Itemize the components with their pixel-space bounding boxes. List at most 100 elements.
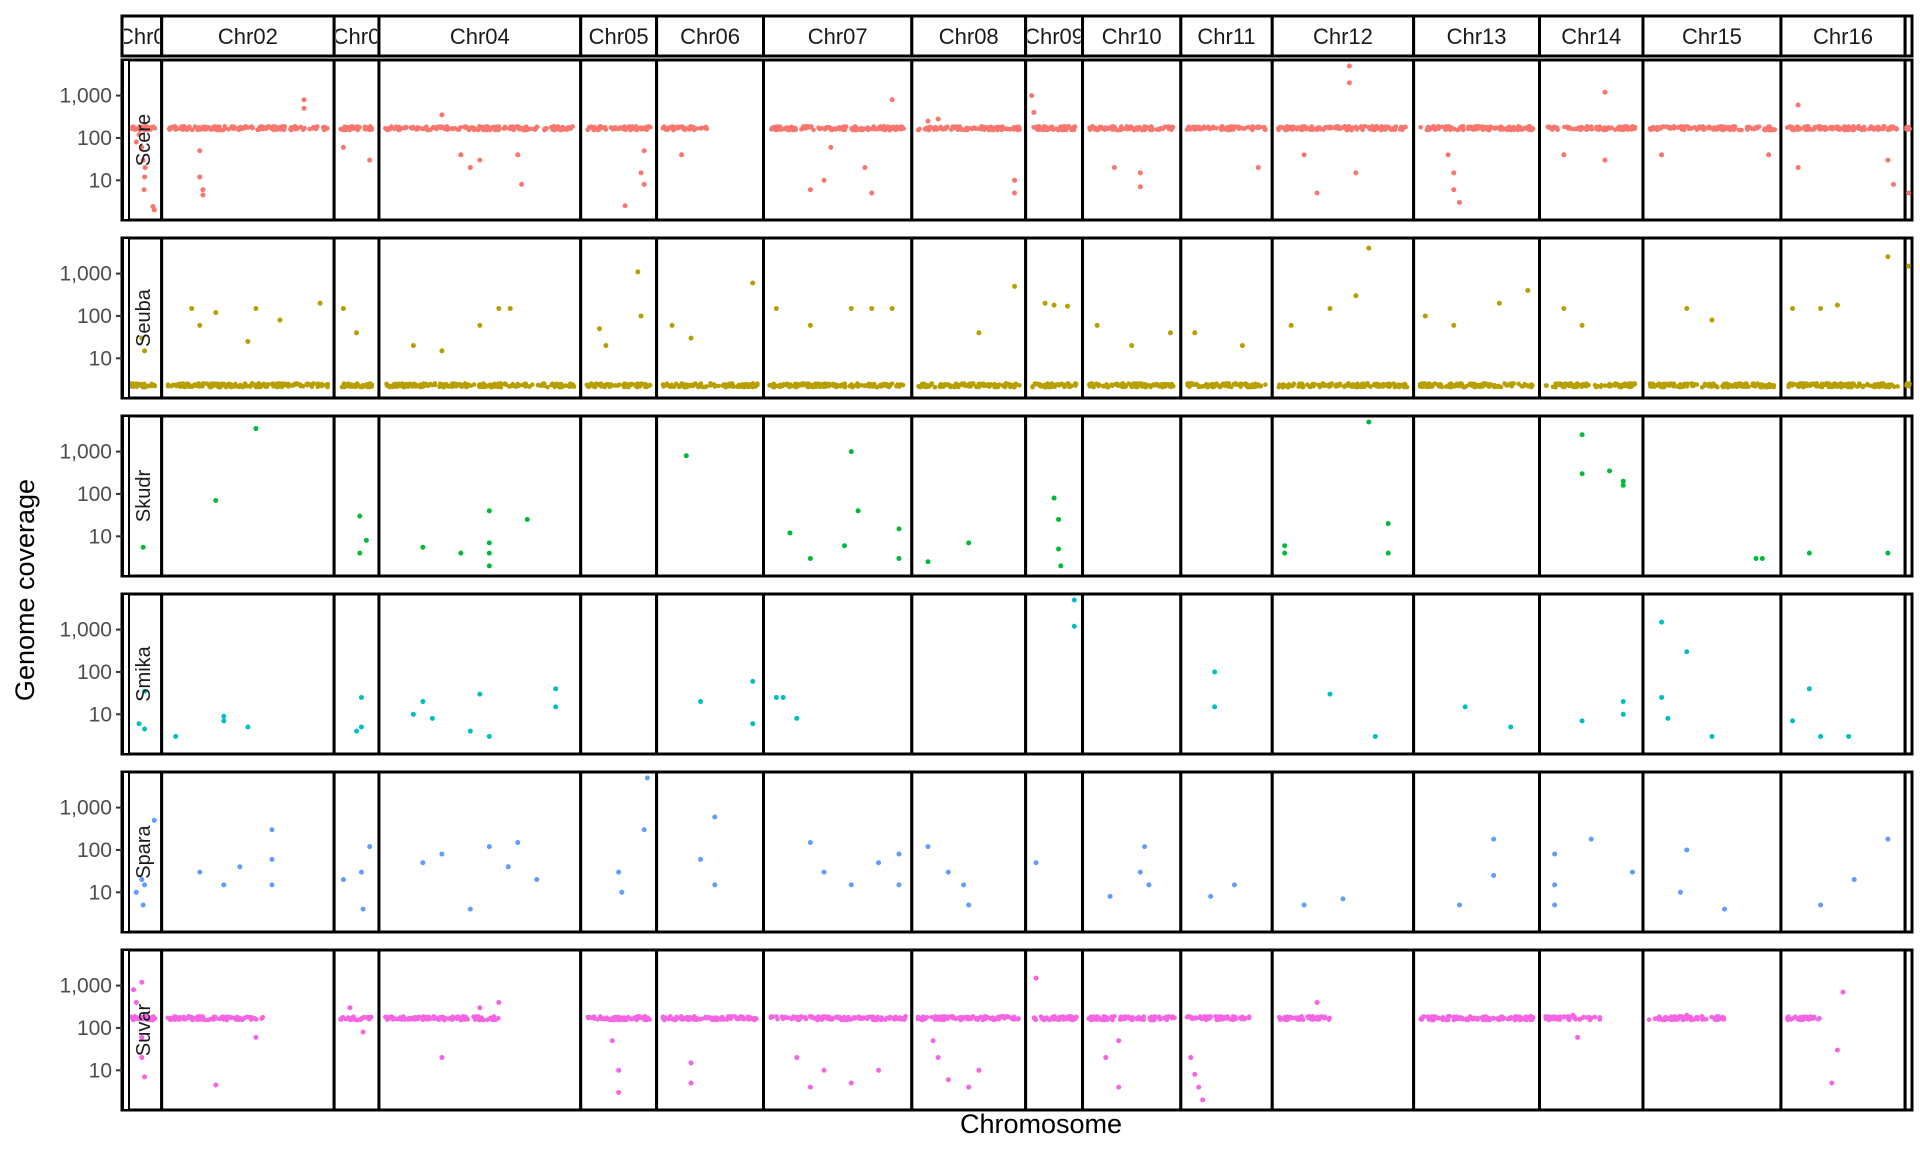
baseline-point — [1528, 1016, 1534, 1022]
baseline-point — [1504, 383, 1509, 388]
baseline-point — [898, 382, 904, 387]
baseline-point — [1418, 383, 1424, 389]
facet-label-scere: Scere — [133, 114, 155, 166]
baseline-point — [167, 127, 173, 132]
baseline-point — [247, 1015, 252, 1020]
data-point — [1033, 975, 1039, 981]
baseline-point — [1430, 1015, 1436, 1020]
baseline-point — [1294, 125, 1299, 130]
baseline-point — [702, 384, 708, 390]
baseline-point — [1224, 126, 1229, 132]
data-point — [1890, 181, 1896, 187]
data-point — [363, 537, 369, 543]
data-point — [1806, 550, 1812, 556]
baseline-point — [260, 125, 265, 131]
baseline-point — [1365, 381, 1370, 387]
baseline-point — [609, 125, 615, 130]
baseline-point — [1002, 1014, 1008, 1019]
baseline-point — [1015, 1016, 1020, 1022]
baseline-point — [134, 383, 139, 388]
baseline-point — [808, 382, 814, 388]
baseline-point — [522, 381, 527, 387]
panel-box — [762, 948, 914, 1112]
data-point — [1508, 724, 1514, 730]
species-panels — [120, 58, 1914, 1112]
data-point — [1885, 550, 1891, 556]
baseline-point — [858, 127, 864, 132]
panel-box — [579, 770, 659, 934]
data-point — [1212, 704, 1218, 710]
data-point — [1385, 550, 1391, 556]
baseline-point — [1472, 383, 1477, 388]
data-point — [140, 157, 146, 163]
baseline-point — [430, 125, 435, 131]
baseline-point — [921, 383, 927, 389]
baseline-point — [1263, 127, 1268, 133]
baseline-point — [1221, 381, 1226, 387]
data-point — [1906, 190, 1912, 196]
baseline-point — [385, 1014, 390, 1020]
data-point — [1885, 157, 1891, 163]
baseline-point — [1586, 382, 1591, 388]
baseline-point — [889, 124, 895, 130]
data-point — [1629, 869, 1635, 875]
data-point — [140, 902, 146, 908]
baseline-point — [1543, 383, 1549, 388]
baseline-point — [1786, 382, 1791, 388]
data-point — [712, 814, 718, 820]
baseline-point — [1486, 127, 1492, 133]
data-point — [1795, 165, 1801, 171]
baseline-point — [1687, 125, 1693, 131]
data-point — [237, 864, 243, 870]
data-point — [1012, 190, 1018, 196]
baseline-point — [415, 383, 420, 389]
data-point — [1834, 1047, 1840, 1053]
baseline-point — [315, 382, 320, 387]
data-point — [1561, 152, 1567, 158]
data-point — [1056, 546, 1062, 552]
data-point — [1759, 555, 1765, 561]
baseline-point — [1146, 382, 1152, 388]
baseline-point — [1512, 1014, 1518, 1019]
data-point — [1753, 555, 1759, 561]
data-point — [889, 305, 895, 311]
baseline-point — [1327, 1015, 1332, 1021]
baseline-point — [1585, 125, 1590, 131]
baseline-point — [1263, 382, 1268, 387]
panel-box — [910, 592, 1028, 756]
baseline-point — [1806, 382, 1812, 388]
baseline-point — [926, 127, 932, 133]
baseline-point — [1673, 1014, 1678, 1020]
panel-box — [332, 58, 381, 222]
baseline-point — [887, 1016, 892, 1021]
baseline-point — [1495, 1017, 1501, 1022]
baseline-point — [1576, 125, 1581, 130]
panel-box — [1270, 58, 1416, 222]
data-point — [1327, 691, 1333, 697]
panel-box — [1641, 414, 1783, 578]
data-point — [340, 144, 346, 150]
data-point — [269, 882, 275, 888]
baseline-point — [1123, 383, 1129, 389]
data-point — [1552, 882, 1558, 888]
baseline-point — [1554, 125, 1560, 131]
baseline-point — [1229, 124, 1235, 129]
baseline-point — [588, 125, 593, 130]
baseline-point — [401, 384, 407, 390]
data-point — [750, 721, 756, 727]
data-point — [807, 839, 813, 845]
baseline-point — [144, 127, 149, 133]
baseline-point — [709, 1017, 715, 1023]
baseline-point — [420, 1017, 425, 1023]
baseline-point — [1601, 127, 1607, 133]
baseline-point — [1329, 381, 1335, 386]
baseline-point — [1447, 126, 1453, 132]
baseline-point — [647, 382, 653, 388]
baseline-point — [1602, 383, 1608, 389]
baseline-point — [1562, 124, 1567, 130]
data-point — [197, 148, 203, 154]
baseline-point — [1821, 124, 1827, 130]
facet-strip-box — [122, 415, 130, 577]
baseline-point — [1439, 124, 1445, 130]
baseline-point — [1847, 383, 1852, 388]
